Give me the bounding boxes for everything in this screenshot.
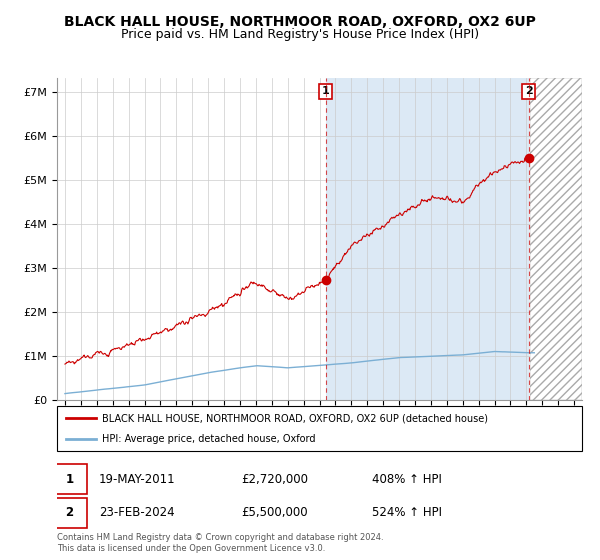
Text: 19-MAY-2011: 19-MAY-2011 <box>99 473 176 486</box>
FancyBboxPatch shape <box>57 406 582 451</box>
Text: 524% ↑ HPI: 524% ↑ HPI <box>372 506 442 520</box>
Text: HPI: Average price, detached house, Oxford: HPI: Average price, detached house, Oxfo… <box>101 433 315 444</box>
Text: Contains HM Land Registry data © Crown copyright and database right 2024.
This d: Contains HM Land Registry data © Crown c… <box>57 533 383 553</box>
Text: 2: 2 <box>65 506 74 520</box>
Text: 2: 2 <box>524 86 532 96</box>
Text: 408% ↑ HPI: 408% ↑ HPI <box>372 473 442 486</box>
FancyBboxPatch shape <box>52 498 88 528</box>
Text: 1: 1 <box>65 473 74 486</box>
Text: 23-FEB-2024: 23-FEB-2024 <box>99 506 175 520</box>
Text: Price paid vs. HM Land Registry's House Price Index (HPI): Price paid vs. HM Land Registry's House … <box>121 28 479 41</box>
Text: £5,500,000: £5,500,000 <box>241 506 307 520</box>
Text: £2,720,000: £2,720,000 <box>241 473 308 486</box>
FancyBboxPatch shape <box>52 464 88 494</box>
Text: 1: 1 <box>322 86 329 96</box>
Bar <box>326 78 529 400</box>
Text: BLACK HALL HOUSE, NORTHMOOR ROAD, OXFORD, OX2 6UP (detached house): BLACK HALL HOUSE, NORTHMOOR ROAD, OXFORD… <box>101 413 488 423</box>
Text: BLACK HALL HOUSE, NORTHMOOR ROAD, OXFORD, OX2 6UP: BLACK HALL HOUSE, NORTHMOOR ROAD, OXFORD… <box>64 15 536 29</box>
